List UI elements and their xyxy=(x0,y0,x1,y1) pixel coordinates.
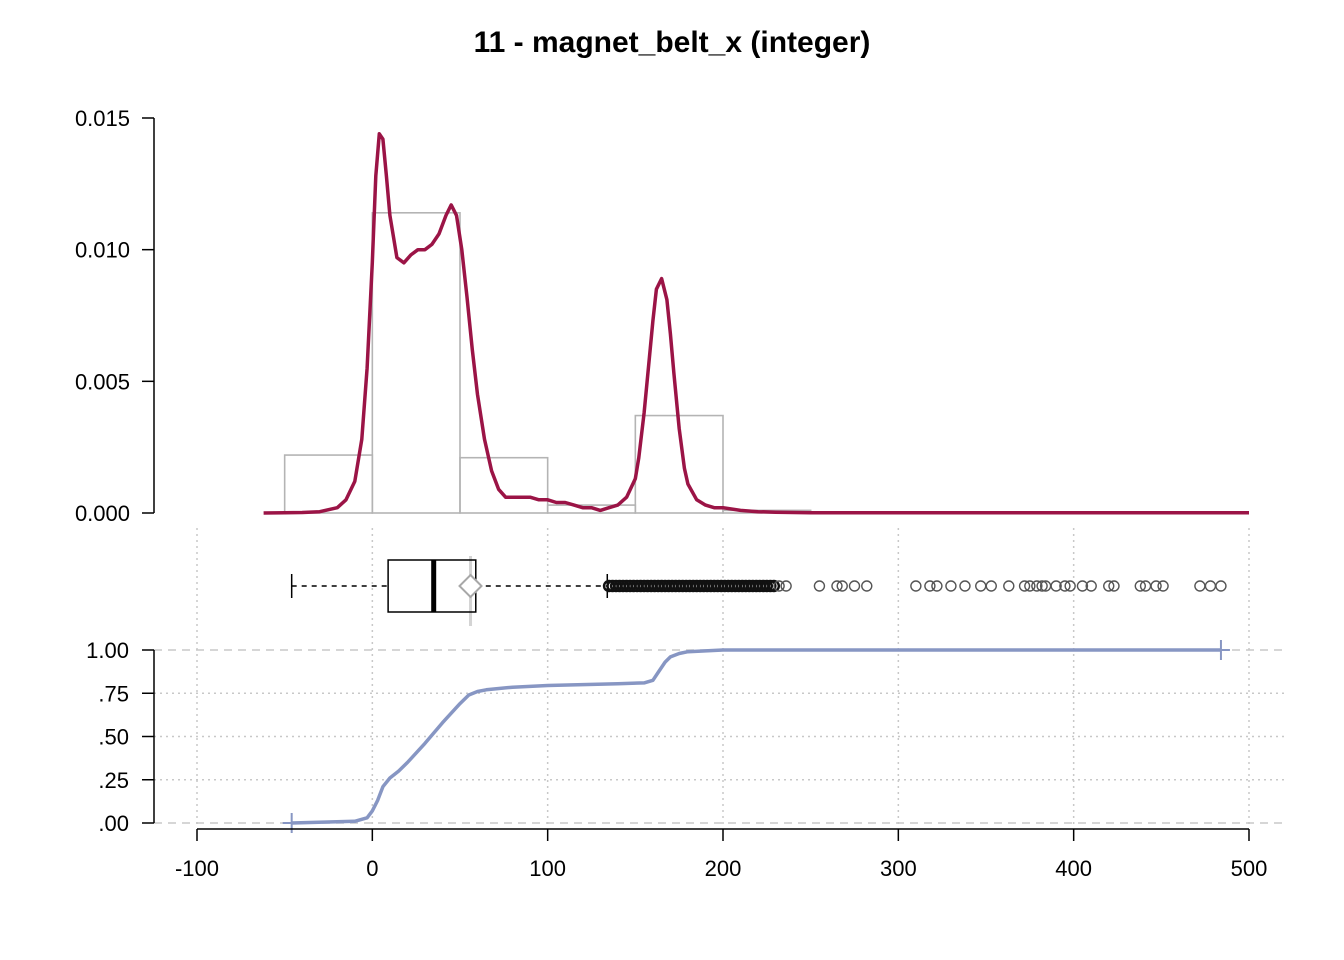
x-axis: -100 0 100 200 300 400 500 xyxy=(175,828,1268,881)
x-tick-label-3: 200 xyxy=(705,856,742,881)
ecdf-y-axis: .00 .25 .50 .75 1.00 xyxy=(86,638,155,836)
density-curve xyxy=(263,132,1249,515)
x-tick-label-6: 500 xyxy=(1231,856,1268,881)
ecdf-y-tick-label-3: .75 xyxy=(98,681,129,706)
boxplot-outlier-50 xyxy=(813,580,826,592)
histogram-bar-1 xyxy=(371,212,461,514)
ecdf-curve xyxy=(291,648,1221,825)
x-tick-label-2: 100 xyxy=(529,856,566,881)
boxplot-outlier-60 xyxy=(975,580,987,592)
boxplot-outlier-63 xyxy=(1018,580,1031,592)
ecdf-y-tick-label-4: 1.00 xyxy=(86,638,129,663)
boxplot-outlier-79 xyxy=(1194,580,1206,592)
boxplot-outlier-75 xyxy=(1134,580,1146,592)
boxplot-outlier-71 xyxy=(1076,580,1089,592)
ecdf-panel: .00 .25 .50 .75 1.00 xyxy=(86,638,1284,836)
boxplot-outlier-48 xyxy=(773,580,785,592)
boxplot-outlier-81 xyxy=(1215,580,1227,592)
boxplot-outlier-51 xyxy=(831,580,843,592)
boxplot-outlier-59 xyxy=(959,580,971,592)
x-tick-label-0: -100 xyxy=(175,856,219,881)
boxplot-outlier-70 xyxy=(1064,580,1076,592)
boxplot-outlier-62 xyxy=(1003,580,1015,592)
density-y-tick-label-3: 0.015 xyxy=(75,106,130,131)
boxplot-outlier-80 xyxy=(1204,580,1217,592)
boxplot-outlier-47 xyxy=(767,579,781,593)
boxplot-outlier-66 xyxy=(1036,580,1048,592)
boxplot-outlier-56 xyxy=(924,580,936,592)
boxplot-outlier-73 xyxy=(1103,580,1115,592)
boxplot-outlier-53 xyxy=(848,580,861,592)
ecdf-y-tick-label-1: .25 xyxy=(98,768,129,793)
density-y-tick-label-2: 0.010 xyxy=(75,238,130,263)
boxplot-outlier-78 xyxy=(1157,580,1169,592)
density-panel: 0.000 0.005 0.010 0.015 xyxy=(75,106,1249,526)
x-tick-label-1: 0 xyxy=(366,856,378,881)
boxplot-outlier-54 xyxy=(861,580,873,592)
boxplot-outlier-49 xyxy=(780,580,792,592)
boxplot-outlier-68 xyxy=(1050,580,1062,592)
density-curve-group xyxy=(263,132,1249,515)
boxplot-outlier-65 xyxy=(1031,580,1043,592)
density-y-tick-label-0: 0.000 xyxy=(75,501,130,526)
boxplot-outlier-64 xyxy=(1024,580,1036,592)
x-tick-label-4: 300 xyxy=(880,856,917,881)
boxplot-outlier-52 xyxy=(836,580,848,592)
density-y-axis: 0.000 0.005 0.010 0.015 xyxy=(75,106,155,526)
chart-title: 11 - magnet_belt_x (integer) xyxy=(474,26,871,59)
boxplot-outlier-69 xyxy=(1059,580,1071,592)
ecdf-y-tick-label-0: .00 xyxy=(98,811,129,836)
boxplot-outlier-77 xyxy=(1150,580,1162,592)
boxplot-mean-marker xyxy=(458,573,483,599)
density-y-tick-label-1: 0.005 xyxy=(75,369,130,394)
boxplot-outlier-57 xyxy=(931,580,943,592)
ecdf-y-tick-label-2: .50 xyxy=(98,725,129,750)
histogram-bar-2 xyxy=(459,456,549,514)
boxplot-outlier-61 xyxy=(985,580,997,592)
x-tick-label-5: 400 xyxy=(1055,856,1092,881)
boxplot-panel xyxy=(290,556,1227,626)
boxplot-outlier-72 xyxy=(1085,580,1097,592)
boxplot-outlier-55 xyxy=(910,580,922,592)
histogram xyxy=(283,212,812,514)
boxplot-outlier-74 xyxy=(1108,580,1120,592)
boxplot-outlier-58 xyxy=(945,580,957,592)
ecdf-horizontal-grid xyxy=(154,649,1284,824)
vertical-grid xyxy=(196,528,1250,828)
